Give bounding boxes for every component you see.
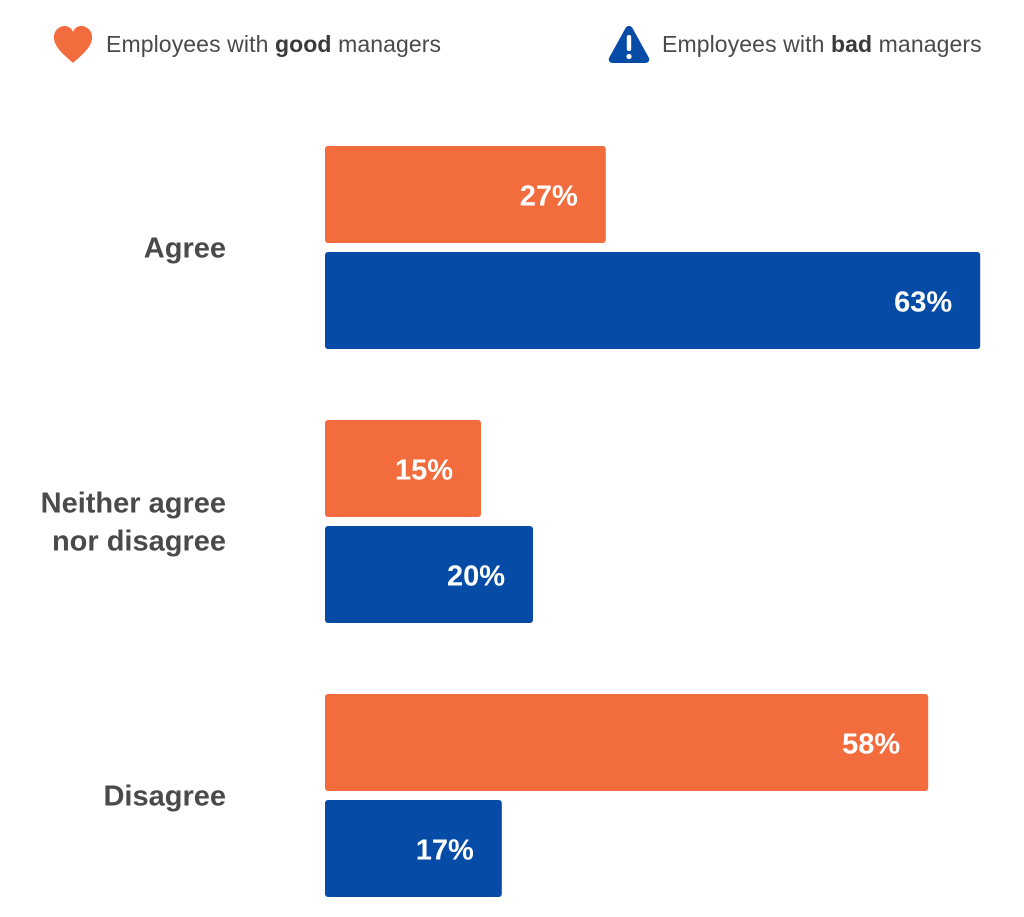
category-label-line: Neither agree [41, 488, 226, 520]
bar-value-label: 58% [842, 729, 900, 761]
bar [325, 146, 606, 243]
category-label-line: nor disagree [52, 526, 226, 558]
category-label: Agree [144, 233, 226, 265]
legend-label-good: Employees with good managers [106, 30, 442, 57]
category-label-line: Disagree [103, 781, 226, 813]
warning-triangle-icon [608, 26, 650, 63]
bar [325, 694, 929, 791]
bar-value-label: 17% [416, 835, 474, 867]
bar [325, 252, 981, 349]
bar-value-label: 20% [447, 561, 505, 593]
bar-value-label: 15% [395, 455, 453, 487]
category-label: Neither agree nor disagree [41, 488, 226, 558]
bar [325, 420, 481, 517]
bar [325, 526, 533, 623]
bar [325, 800, 502, 897]
legend-item-good-managers: Employees with good managers [50, 22, 441, 66]
bar-value-label: 63% [894, 287, 952, 319]
legend-item-bad-managers: Employees with bad managers [606, 22, 982, 66]
heart-icon [53, 26, 93, 63]
category-label-line: Agree [144, 233, 226, 265]
category-label: Disagree [103, 781, 226, 813]
bar-value-label: 27% [520, 181, 578, 213]
legend-label-bad: Employees with bad managers [662, 30, 982, 57]
legend: Employees with good managers Employees w… [0, 0, 1024, 90]
